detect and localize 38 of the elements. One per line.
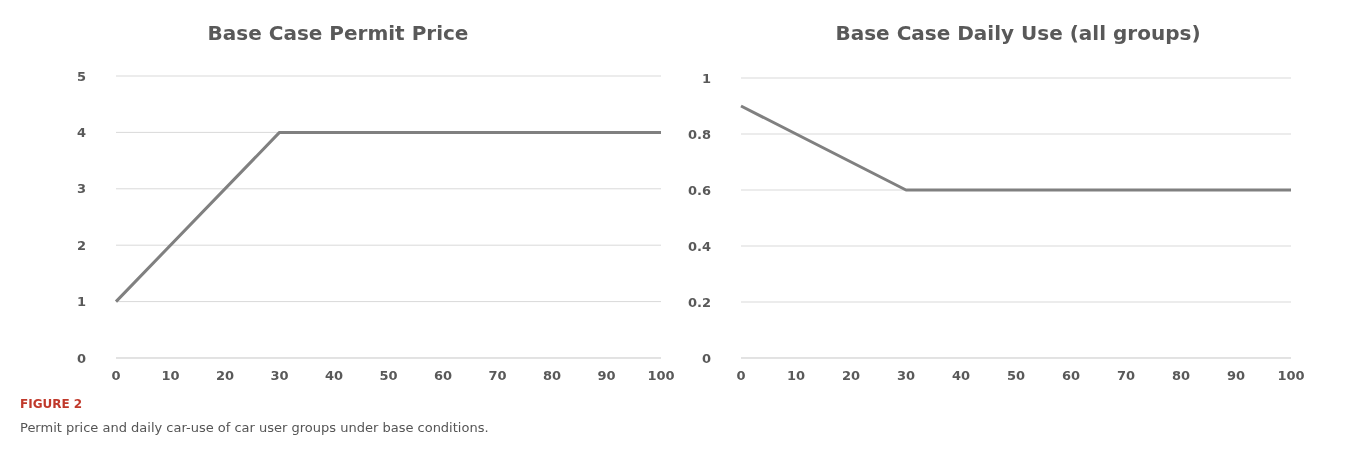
y-tick-label: 1 xyxy=(701,70,711,86)
x-tick-label: 50 xyxy=(1006,368,1026,383)
x-tick-label: 20 xyxy=(841,368,861,383)
x-tick-label: 50 xyxy=(379,368,398,383)
x-tick-label: 40 xyxy=(324,368,344,383)
x-tick-label: 0 xyxy=(111,368,121,383)
y-tick-label: 2 xyxy=(76,237,86,253)
y-tick-label: 1 xyxy=(76,294,86,310)
x-tick-label: 10 xyxy=(161,368,180,383)
y-tick-label: 3 xyxy=(76,181,86,197)
x-tick-label: 60 xyxy=(433,368,453,383)
chart-title: Base Case Permit Price xyxy=(207,21,469,45)
x-tick-label: 60 xyxy=(1061,368,1081,383)
x-tick-label: 10 xyxy=(786,368,806,383)
x-tick-label: 90 xyxy=(597,368,616,383)
x-tick-label: 80 xyxy=(1171,368,1191,383)
x-tick-label: 20 xyxy=(215,368,235,383)
x-tick-label: 80 xyxy=(542,368,562,383)
x-tick-label: 40 xyxy=(951,368,971,383)
y-tick-label: 0.6 xyxy=(687,182,711,198)
y-tick-label: 0.4 xyxy=(687,238,711,254)
y-tick-label: 0 xyxy=(701,350,711,366)
x-tick-label: 90 xyxy=(1226,368,1246,383)
y-tick-label: 4 xyxy=(76,124,86,140)
x-tick-label: 0 xyxy=(736,368,746,383)
y-tick-label: 0 xyxy=(76,350,86,366)
chart-title: Base Case Daily Use (all groups) xyxy=(835,21,1201,45)
x-tick-label: 30 xyxy=(896,368,916,383)
caption: FIGURE 2 xyxy=(20,397,83,411)
y-tick-label: 0.2 xyxy=(687,294,711,310)
y-tick-label: 5 xyxy=(76,68,86,84)
x-tick-label: 30 xyxy=(270,368,289,383)
x-tick-label: 100 xyxy=(647,368,675,383)
x-tick-label: 100 xyxy=(1277,368,1305,383)
x-tick-label: 70 xyxy=(488,368,507,383)
x-tick-label: 70 xyxy=(1116,368,1136,383)
y-tick-label: 0.8 xyxy=(687,126,711,142)
text: Permit price and daily car-use of car user groups under base conditions. xyxy=(20,420,489,435)
